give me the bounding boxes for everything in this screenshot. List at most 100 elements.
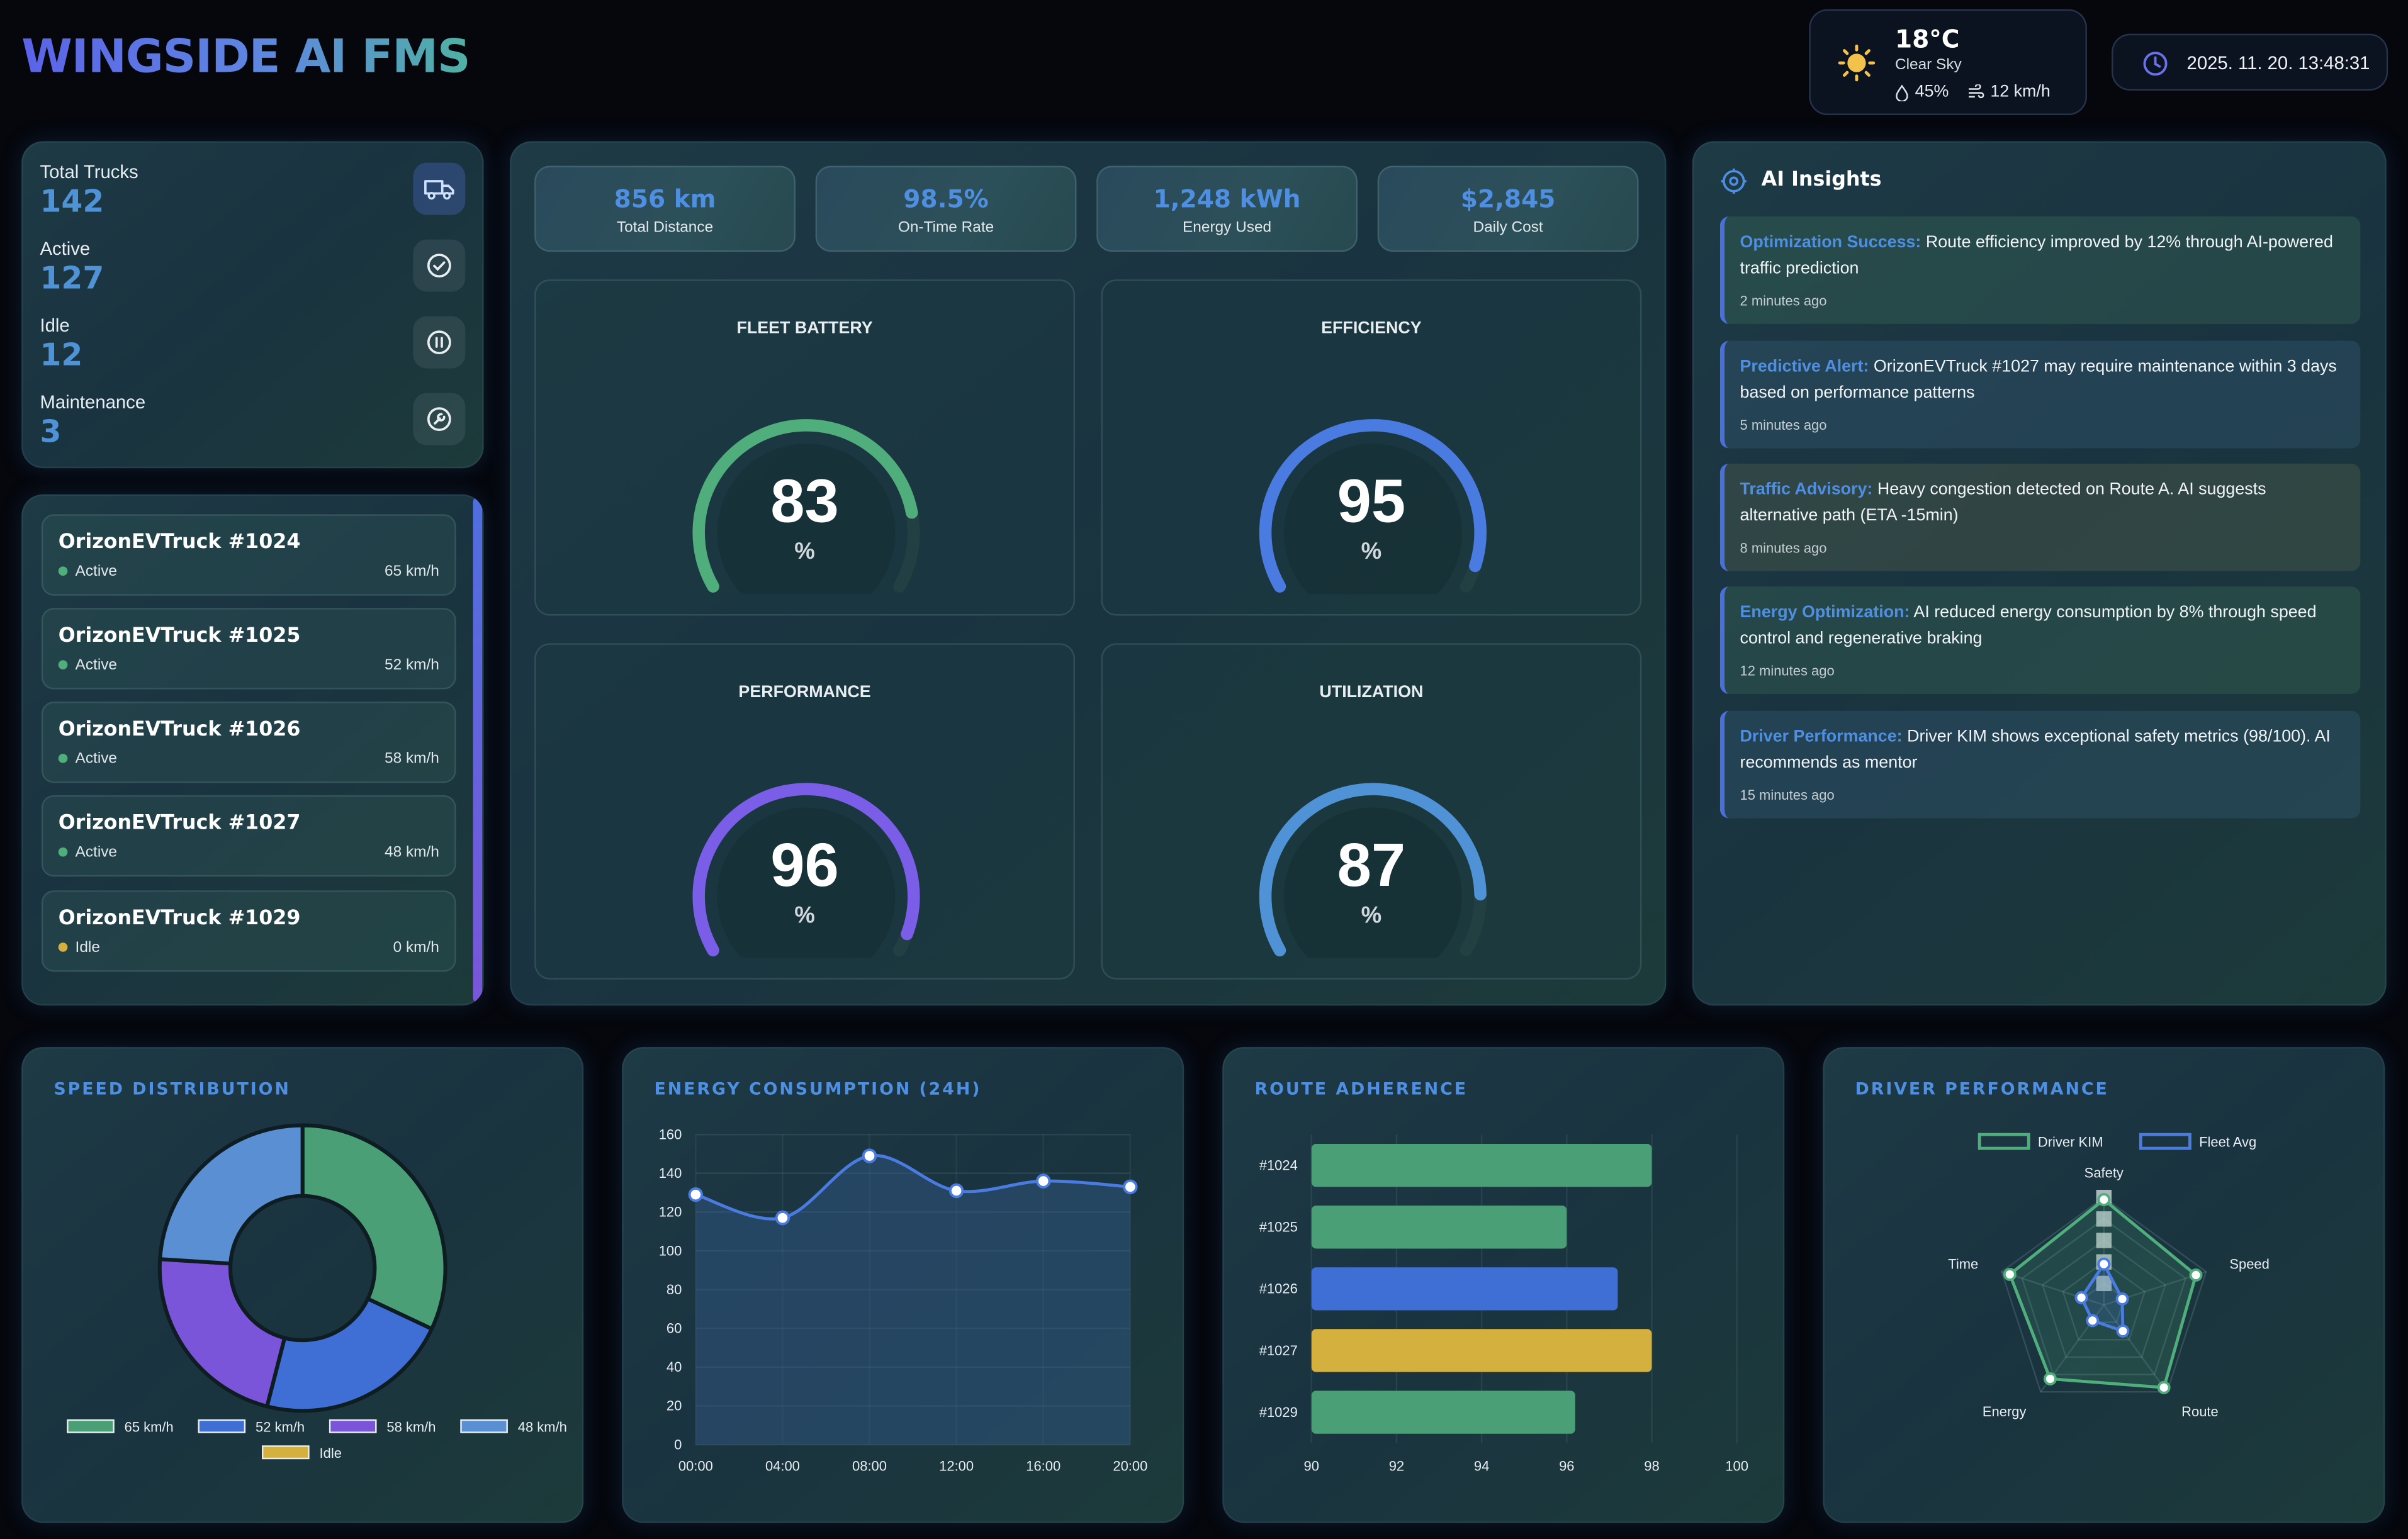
insight-card[interactable]: Energy Optimization: AI reduced energy c… [1719,586,2361,694]
status-dot [58,754,68,764]
truck-status: Idle [75,939,100,957]
insight-card[interactable]: Predictive Alert: OrizonEVTruck #1027 ma… [1719,340,2361,449]
kpi-energy-used: 1,248 kWh Energy Used [1096,165,1358,252]
gauge-clip [1250,949,1495,958]
gauge-title: UTILIZATION [1319,683,1424,702]
insight-card[interactable]: Traffic Advisory: Heavy congestion detec… [1719,463,2361,571]
radar-chart[interactable]: Safety Speed Route Energy Time Driver KIM Flee… [1823,1047,2385,1523]
stat-total-trucks: Total Trucks 142 [40,161,138,220]
gauge-performance: PERFORMANCE 96 % [534,643,1075,980]
gauge-title: EFFICIENCY [1321,319,1422,338]
gauge-clip [684,949,929,958]
droplet-icon [1896,84,1908,101]
kpi-label: Total Distance [616,219,714,237]
legend-swatch [198,1419,246,1433]
radar-scale-box [2096,1233,2112,1248]
kpi-value: 98.5% [903,184,989,214]
x-tick-label: 20:00 [1113,1458,1147,1474]
y-tick-label: #1029 [1259,1404,1298,1420]
x-tick-label: 98 [1644,1458,1659,1474]
radar-point [2097,1257,2111,1271]
truck-list-item[interactable]: OrizonEVTruck #1024 Active 65 km/h [41,514,456,596]
radar-point [2115,1292,2129,1306]
insight-key: Energy Optimization: [1740,603,1910,622]
legend-swatch [329,1419,377,1433]
truck-speed: 0 km/h [393,939,439,957]
truck-name: OrizonEVTruck #1025 [58,625,301,648]
x-tick-label: 04:00 [765,1458,800,1474]
kpi-label: Daily Cost [1473,219,1543,237]
gauge-value: 83 [770,468,839,536]
insight-card[interactable]: Driver Performance: Driver KIM shows exc… [1719,710,2361,819]
gauge-title: FLEET BATTERY [736,319,873,338]
gauge-value: 87 [1337,832,1406,900]
truck-list-item[interactable]: OrizonEVTruck #1029 Idle 0 km/h [41,890,456,972]
radar-grid [2062,1261,2146,1341]
truck-name: OrizonEVTruck #1026 [58,718,301,742]
x-tick-label: 90 [1304,1458,1319,1474]
radar-point [2086,1314,2100,1328]
gauge-unit: % [1361,902,1382,929]
scrollbar-thumb[interactable] [473,497,483,1003]
insight-time: 8 minutes ago [1740,540,1827,556]
driver-performance-card: DRIVER PERFORMANCE Safety Speed Route Energ… [1823,1047,2385,1523]
check-circle-icon[interactable] [413,239,466,292]
x-tick-label: 92 [1389,1458,1404,1474]
radar-point [2003,1267,2017,1281]
truck-list-item[interactable]: OrizonEVTruck #1027 Active 48 km/h [41,795,456,877]
insight-text: Route efficiency improved by 12% through… [1740,233,2333,278]
legend-swatch [2139,1133,2191,1150]
kpi-value: $2,845 [1460,184,1556,214]
truck-list-panel[interactable]: OrizonEVTruck #1024 Active 65 km/h Orizo… [21,494,484,1006]
bar [1311,1206,1567,1249]
truck-icon[interactable] [413,162,466,215]
stat-label: Total Trucks [40,161,138,183]
insight-time: 15 minutes ago [1740,787,1835,803]
insight-card[interactable]: Optimization Success: Route efficiency i… [1719,216,2361,324]
truck-name: OrizonEVTruck #1024 [58,531,301,554]
speed-distribution-card: SPEED DISTRIBUTION 65 km/h 52 km/h 58 km/h… [21,1047,584,1523]
gauge-fill [692,783,920,957]
gauge-arc [692,419,920,595]
legend-swatch [460,1419,508,1433]
stat-maintenance: Maintenance 3 [40,391,145,450]
donut-chart[interactable]: 65 km/h 52 km/h 58 km/h 48 km/h Idle [21,1047,583,1523]
insight-text: Heavy congestion detected on Route A. AI… [1740,480,2266,525]
insight-key: Predictive Alert: [1740,357,1869,376]
stat-value: 127 [40,259,104,296]
clock-widget: 2025. 11. 20. 13:48:31 [2112,33,2388,91]
area-chart[interactable]: 0 20 40 60 80 100 120 140 160 00:00 04:00 08:00 12:0… [622,1047,1184,1523]
weather-widget: 18°C Clear Sky 45% 12 km/h [1809,9,2087,116]
insight-text: OrizonEVTruck #1027 may require maintena… [1740,357,2337,403]
wrench-icon[interactable] [413,393,466,445]
truck-status: Active [75,563,118,581]
stat-value: 12 [40,336,83,373]
radar-point [2097,1193,2111,1207]
bar [1311,1144,1652,1187]
gauge-inner [717,444,896,595]
insight-key: Traffic Advisory: [1740,480,1873,499]
x-tick-label: 100 [1725,1458,1748,1474]
weather-humidity: 45% [1915,82,1949,102]
data-point [862,1148,877,1163]
pie-slice [264,1296,435,1413]
truck-status: Active [75,844,118,861]
truck-speed: 52 km/h [385,657,439,674]
x-tick-label: 94 [1474,1458,1489,1474]
y-tick-label: 160 [659,1126,682,1142]
gauge-title: PERFORMANCE [738,683,871,702]
radar-spoke [2103,1304,2168,1392]
bar-chart[interactable]: 90 92 94 96 98 100 #1024 #1025 #1026 #1027 #1029 [1222,1047,1784,1523]
y-tick-label: 120 [659,1204,682,1220]
truck-list-item[interactable]: OrizonEVTruck #1026 Active 58 km/h [41,702,456,783]
kpi-value: 1,248 kWh [1153,184,1301,214]
y-tick-label: 80 [667,1282,682,1297]
legend-label: Idle [320,1445,342,1461]
legend-label: 58 km/h [386,1419,436,1435]
truck-list-item[interactable]: OrizonEVTruck #1025 Active 52 km/h [41,608,456,690]
pie-slice [300,1123,447,1332]
pause-circle-icon[interactable] [413,316,466,369]
data-point [1123,1179,1138,1195]
gauge-arc [1259,419,1487,595]
kpi-total-distance: 856 km Total Distance [534,165,796,252]
